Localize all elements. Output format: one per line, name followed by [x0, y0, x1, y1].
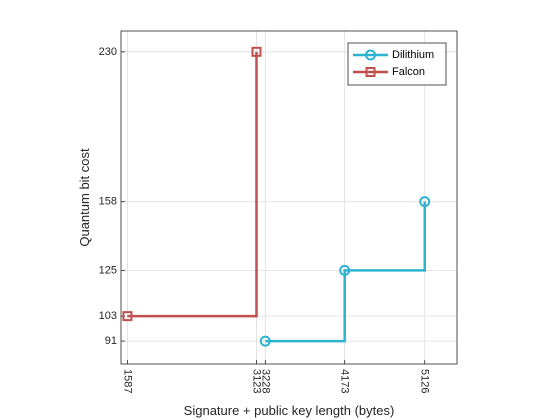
y-tick-label: 103	[99, 310, 117, 322]
series-falcon	[122, 46, 262, 322]
x-tick-label: 3228	[259, 369, 271, 393]
series	[122, 46, 431, 347]
data-point	[259, 335, 271, 347]
y-tick-label: 230	[99, 46, 117, 58]
legend-marker	[365, 67, 376, 77]
legend-box	[347, 42, 447, 86]
y-axis-label: Quantum bit cost	[77, 148, 92, 247]
x-tick-label: 5126	[419, 369, 431, 393]
data-point	[339, 264, 351, 276]
data-point	[122, 311, 133, 322]
series-dilithium	[259, 196, 431, 347]
data-point	[251, 46, 262, 57]
legend-marker	[365, 49, 376, 61]
series-line	[265, 201, 426, 343]
legend: Dilithium Falcon	[347, 42, 447, 86]
x-tick-label: 1587	[121, 369, 133, 393]
legend-label: Falcon	[392, 66, 425, 78]
x-axis-label: Signature + public key length (bytes)	[184, 403, 395, 418]
x-tick-label: 4173	[339, 369, 351, 393]
plot-area	[120, 30, 458, 365]
y-tick-label: 158	[99, 196, 117, 208]
y-tick-label: 125	[99, 264, 117, 276]
legend-entry: Dilithium	[353, 49, 434, 61]
x-tick-label: 3123	[250, 369, 262, 393]
y-axis-ticks: 91 103 125 158 230	[99, 46, 125, 347]
y-tick-label: 91	[105, 335, 117, 347]
series-line	[127, 51, 258, 318]
legend-label: Dilithium	[392, 49, 434, 61]
legend-entry: Falcon	[353, 66, 425, 78]
data-point	[419, 196, 431, 208]
